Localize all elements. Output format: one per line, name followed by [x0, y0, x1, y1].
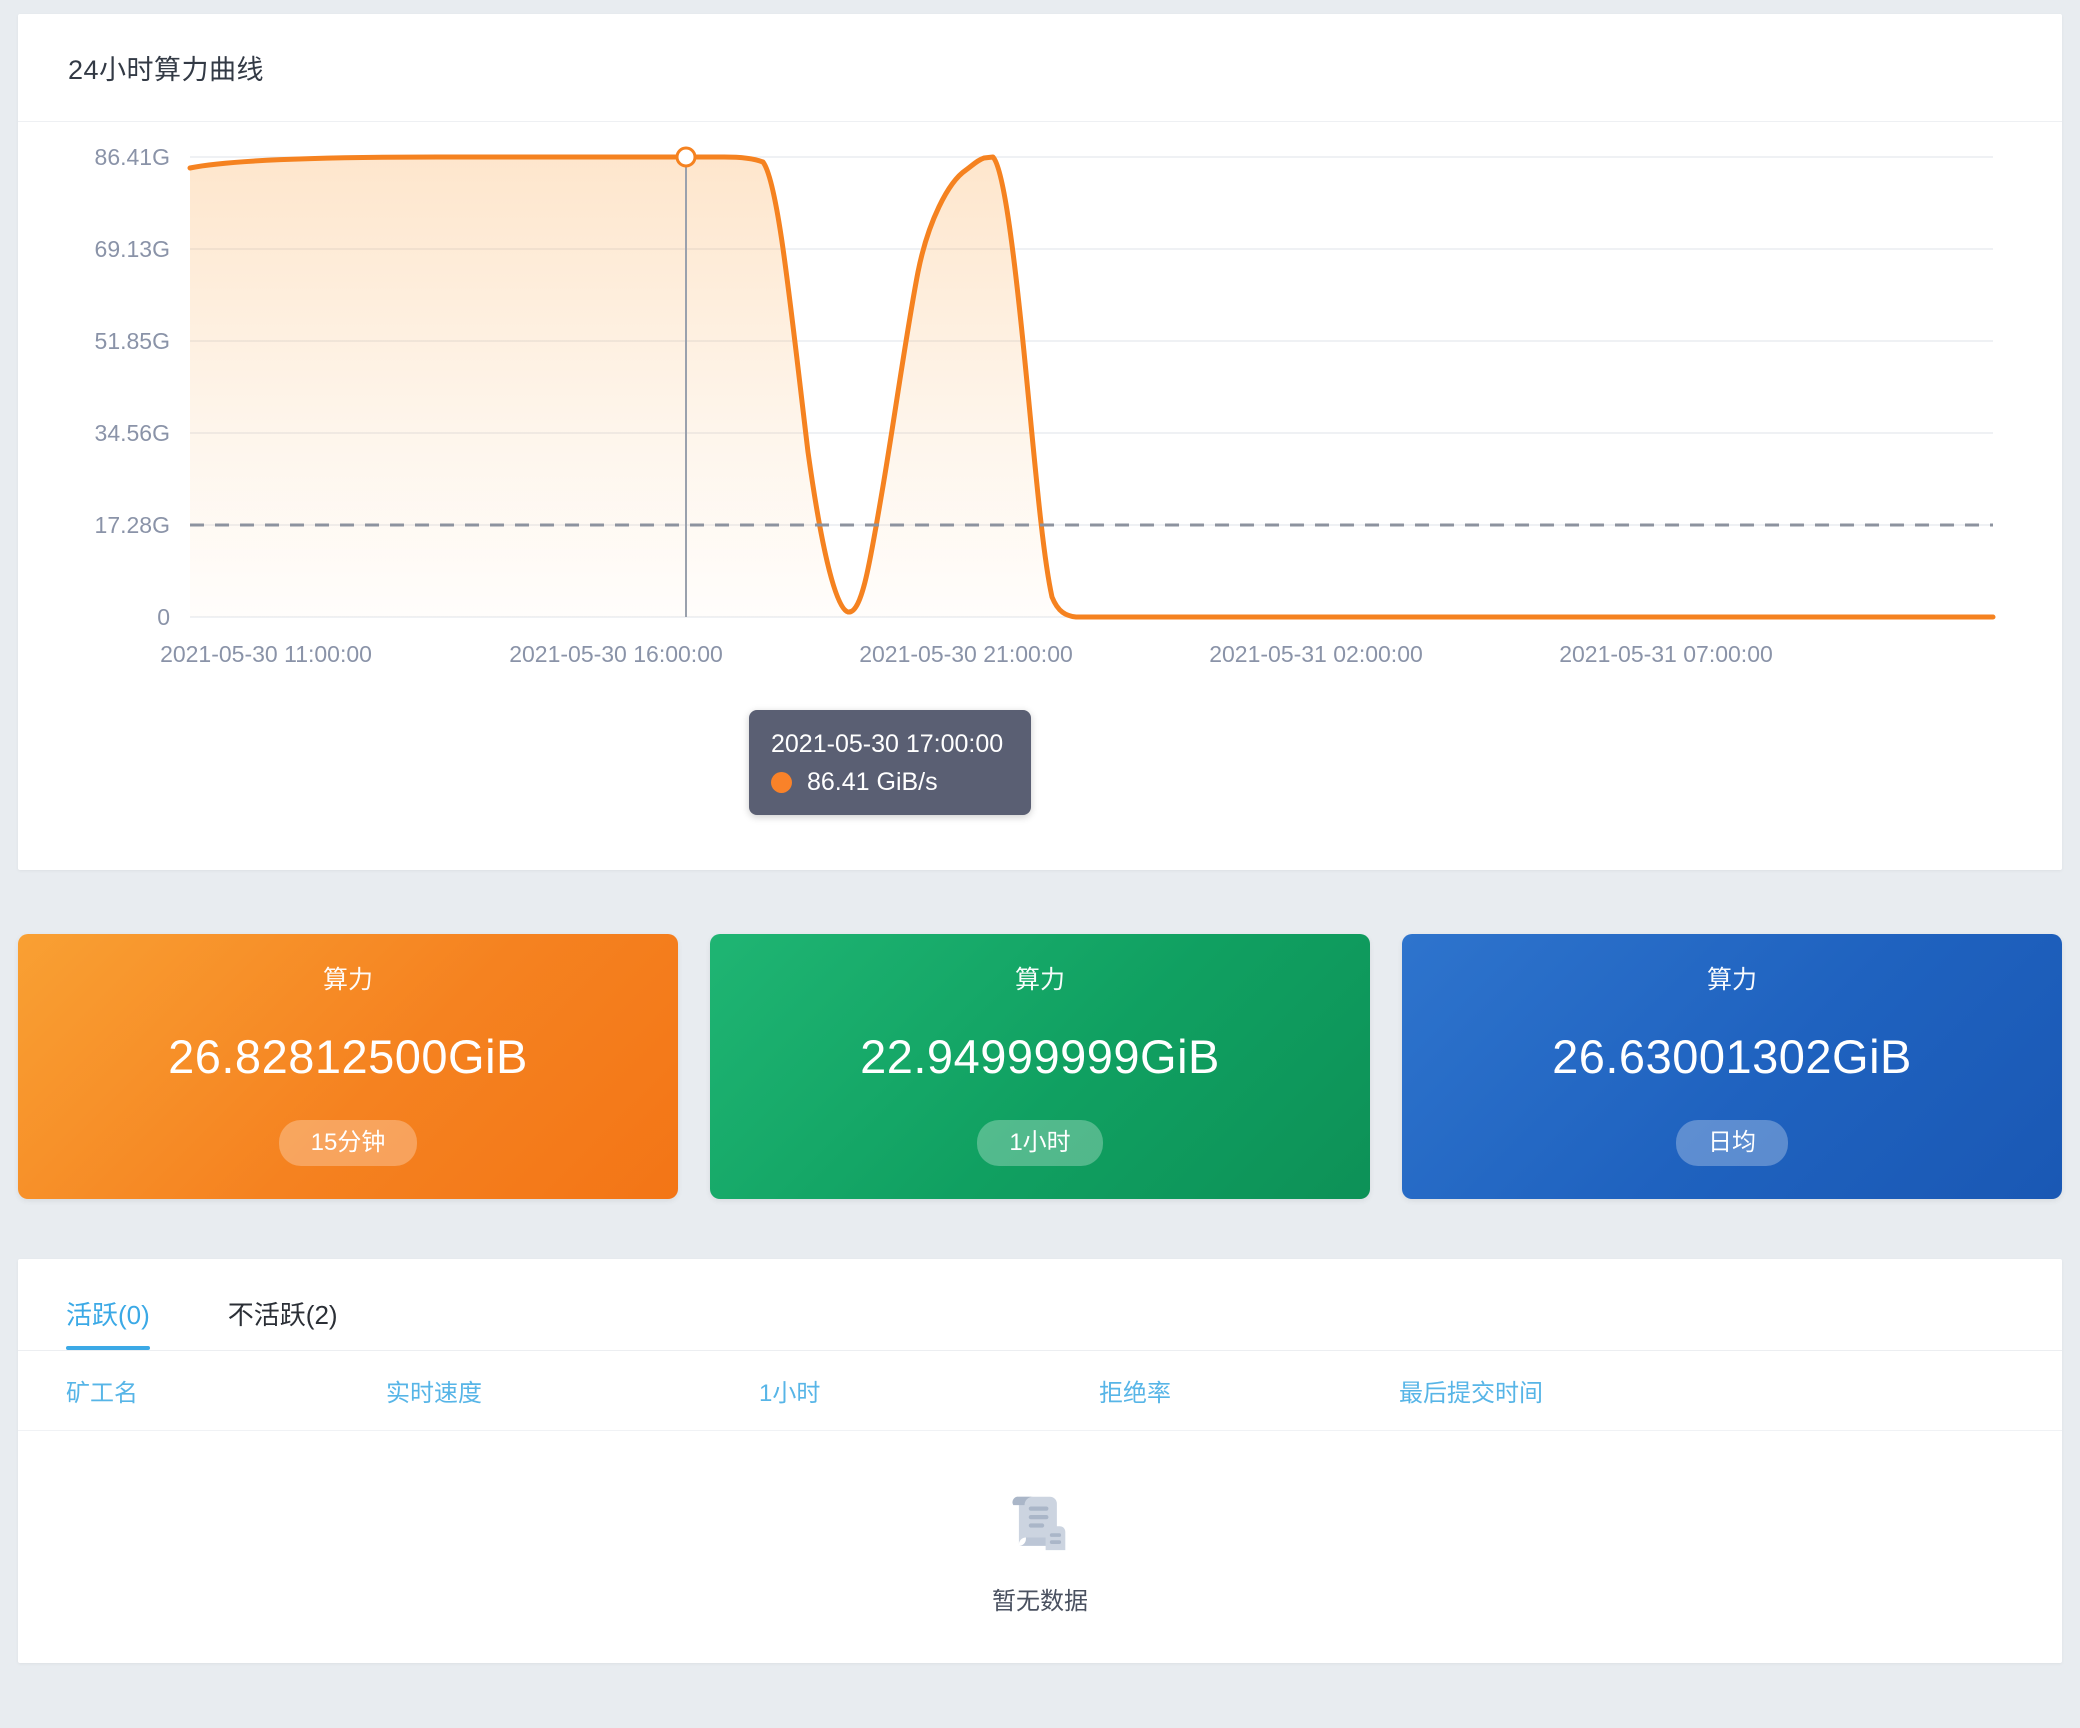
stat-card-label: 算力 — [322, 965, 373, 994]
empty-state-text: 暂无数据 — [992, 1587, 1088, 1615]
stat-card-period-badge: 日均 — [1676, 1119, 1788, 1166]
tooltip-value: 86.41 GiB/s — [807, 768, 938, 796]
stat-card-value: 26.82812500GiB — [168, 1029, 528, 1083]
tooltip-series-row: 86.41 GiB/s — [771, 768, 1009, 797]
chart-svg: 86.41G 69.13G 51.85G 34.56G 17.28G 0 202… — [95, 144, 1996, 667]
chart-x-axis: 2021-05-30 11:00:00 2021-05-30 16:00:00 … — [160, 641, 1773, 667]
hashrate-chart-card: 24小时算力曲线 — [18, 14, 2062, 870]
x-tick-label: 2021-05-31 07:00:00 — [1559, 641, 1773, 667]
chart-y-axis: 86.41G 69.13G 51.85G 34.56G 17.28G 0 — [95, 144, 170, 630]
stat-card-value: 22.94999999GiB — [860, 1029, 1220, 1083]
stat-card-label: 算力 — [1706, 965, 1757, 994]
dashboard-page: 24小时算力曲线 — [0, 14, 2080, 1728]
column-header-realtime-speed[interactable]: 实时速度 — [386, 1380, 482, 1407]
chart-line — [187, 154, 1996, 620]
page-title: 24小时算力曲线 — [68, 55, 265, 85]
tab-inactive-miners[interactable]: 不活跃(2) — [227, 1300, 338, 1330]
miners-panel: 活跃(0) 不活跃(2) 矿工名 实时速度 1小时 拒绝率 最后提交时间 暂无数… — [18, 1259, 2062, 1663]
stat-card-label: 算力 — [1014, 965, 1065, 994]
y-tick-label: 17.28G — [95, 512, 170, 538]
miners-table-header: 矿工名 实时速度 1小时 拒绝率 最后提交时间 — [18, 1351, 2062, 1431]
y-tick-label: 0 — [157, 604, 170, 630]
stat-card-1hour[interactable]: 算力 22.94999999GiB 1小时 — [710, 934, 1370, 1199]
hashrate-summary-cards: 算力 26.82812500GiB 15分钟 算力 22.94999999GiB… — [18, 934, 2062, 1199]
y-tick-label: 86.41G — [95, 144, 170, 170]
y-tick-label: 69.13G — [95, 236, 170, 262]
x-tick-label: 2021-05-30 16:00:00 — [509, 641, 723, 667]
column-header-miner-name[interactable]: 矿工名 — [66, 1380, 138, 1407]
x-tick-label: 2021-05-30 11:00:00 — [160, 641, 372, 667]
x-tick-label: 2021-05-31 02:00:00 — [1209, 641, 1423, 667]
stat-card-period-badge: 15分钟 — [278, 1119, 418, 1166]
miners-table-empty-state: 暂无数据 — [18, 1431, 2062, 1661]
tab-active-miners[interactable]: 活跃(0) — [66, 1302, 150, 1350]
column-header-reject-rate[interactable]: 拒绝率 — [1099, 1380, 1171, 1407]
chart-tooltip: 2021-05-30 17:00:00 86.41 GiB/s — [749, 710, 1031, 815]
x-tick-label: 2021-05-30 21:00:00 — [859, 641, 1073, 667]
chart-card-header: 24小时算力曲线 — [18, 14, 2062, 122]
hashrate-chart[interactable]: 86.41G 69.13G 51.85G 34.56G 17.28G 0 202… — [18, 122, 2062, 870]
chart-highlight-marker[interactable] — [675, 146, 697, 168]
stat-card-daily-avg[interactable]: 算力 26.63001302GiB 日均 — [1402, 934, 2062, 1199]
column-header-1hour[interactable]: 1小时 — [759, 1380, 821, 1407]
stat-card-period-badge: 1小时 — [977, 1119, 1103, 1166]
stat-card-value: 26.63001302GiB — [1552, 1029, 1912, 1083]
y-tick-label: 51.85G — [95, 328, 170, 354]
column-header-last-submit-time[interactable]: 最后提交时间 — [1399, 1380, 1543, 1407]
miners-tabs: 活跃(0) 不活跃(2) — [18, 1259, 2062, 1351]
empty-document-icon — [1012, 1496, 1066, 1550]
stat-card-15min[interactable]: 算力 26.82812500GiB 15分钟 — [18, 934, 678, 1199]
tooltip-time: 2021-05-30 17:00:00 — [771, 730, 1004, 758]
chart-area-fill — [190, 157, 1993, 617]
y-tick-label: 34.56G — [95, 420, 170, 446]
series-dot-icon — [771, 772, 792, 793]
